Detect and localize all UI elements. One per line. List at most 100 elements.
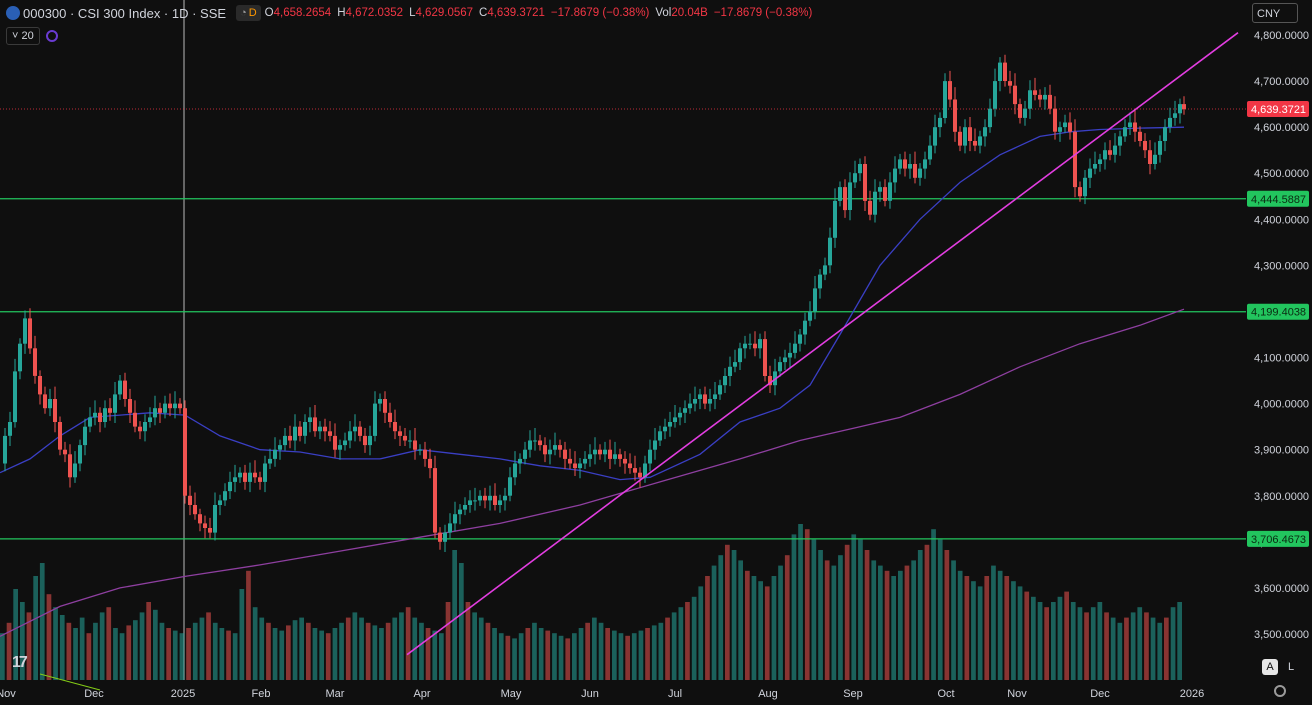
candle-body bbox=[733, 362, 737, 367]
volume-bar bbox=[445, 602, 451, 680]
candle-body bbox=[448, 523, 452, 533]
volume-bar bbox=[957, 570, 963, 680]
volume-bar bbox=[113, 628, 118, 680]
level-price-label: 3,706.4673 bbox=[1251, 534, 1306, 546]
candle-body bbox=[408, 440, 412, 442]
close-value: 4,639.3721 bbox=[487, 7, 545, 19]
candle-body bbox=[23, 318, 27, 344]
volume-bar bbox=[525, 628, 531, 680]
candle-body bbox=[913, 164, 917, 178]
volume-bar bbox=[306, 622, 311, 680]
indicator-row: ˅ 20 bbox=[6, 27, 58, 45]
tradingview-logo-icon[interactable]: 17 bbox=[12, 654, 28, 671]
ma-collapse-toggle[interactable]: ˅ 20 bbox=[6, 27, 40, 45]
candle-body bbox=[268, 458, 272, 464]
candle-body bbox=[723, 376, 727, 386]
candle-body bbox=[263, 463, 267, 482]
volume-bar bbox=[618, 633, 624, 680]
candle-body bbox=[778, 362, 782, 372]
y-tick-label: 4,400.0000 bbox=[1254, 214, 1309, 226]
candle-body bbox=[533, 440, 537, 442]
candle-body bbox=[818, 274, 822, 289]
candle-body bbox=[58, 422, 62, 450]
candle-body bbox=[793, 343, 797, 353]
candle-body bbox=[178, 403, 182, 409]
candle-body bbox=[868, 200, 872, 215]
candle-body bbox=[453, 514, 457, 524]
symbol-title[interactable]: 000300 · CSI 300 Index · 1D · SSE bbox=[23, 5, 227, 21]
candle-body bbox=[198, 514, 202, 524]
candle-body bbox=[673, 417, 677, 422]
volume-bar bbox=[199, 617, 205, 680]
candle-body bbox=[73, 463, 77, 478]
volume-bar bbox=[425, 628, 431, 680]
candle-body bbox=[183, 408, 187, 496]
volume-bar bbox=[971, 581, 976, 680]
open-label: O bbox=[264, 7, 274, 19]
candle-body bbox=[1133, 122, 1137, 132]
auto-scale-button[interactable]: A bbox=[1262, 659, 1278, 675]
candle-body bbox=[633, 468, 637, 473]
volume-bar bbox=[784, 555, 790, 680]
volume-bar bbox=[246, 570, 251, 680]
candle-body bbox=[1118, 136, 1122, 146]
volume-bar bbox=[1084, 612, 1089, 680]
legend-controls[interactable]: ◔ D bbox=[236, 5, 261, 21]
candle-body bbox=[668, 422, 672, 427]
currency-selector[interactable]: CNY bbox=[1252, 3, 1298, 23]
candle-body bbox=[298, 426, 302, 436]
volume-bar bbox=[272, 628, 278, 680]
candle-body bbox=[603, 449, 607, 455]
log-scale-button[interactable]: L bbox=[1287, 661, 1295, 673]
settings-gear-icon[interactable] bbox=[1274, 685, 1286, 697]
candle-body bbox=[173, 403, 177, 409]
candle-body bbox=[708, 399, 712, 404]
candle-body bbox=[218, 500, 222, 505]
candle-body bbox=[1103, 150, 1107, 160]
candle-body bbox=[133, 412, 137, 427]
candle-body bbox=[703, 394, 707, 404]
candle-body bbox=[418, 449, 422, 451]
candle-body bbox=[443, 532, 447, 542]
volume-bar bbox=[804, 529, 810, 680]
volume-bar bbox=[1157, 622, 1163, 680]
volume-bar bbox=[319, 630, 324, 680]
candle-body bbox=[663, 426, 667, 432]
high-label: H bbox=[337, 7, 346, 19]
y-tick-label: 4,000.0000 bbox=[1254, 399, 1309, 411]
candle-body bbox=[958, 131, 962, 146]
candle-body bbox=[1053, 108, 1057, 132]
candle-body bbox=[613, 454, 617, 459]
candle-body bbox=[573, 463, 577, 469]
volume-bar bbox=[631, 633, 637, 680]
eye-icon[interactable]: ◔ bbox=[240, 7, 247, 19]
candle-body bbox=[528, 440, 532, 450]
candle-body bbox=[1178, 104, 1182, 114]
volume-bar bbox=[192, 622, 198, 680]
volume-bar bbox=[671, 612, 677, 680]
volume-bar bbox=[1117, 622, 1123, 680]
candle-body bbox=[98, 412, 102, 422]
candle-body bbox=[1083, 177, 1087, 197]
candle-body bbox=[1078, 187, 1082, 197]
candle-body bbox=[878, 187, 882, 192]
level-price-tag bbox=[1247, 190, 1309, 207]
x-tick-label: Dec bbox=[84, 688, 104, 700]
candle-body bbox=[313, 417, 317, 432]
candle-body bbox=[128, 399, 132, 413]
volume-bar bbox=[592, 617, 597, 680]
candle-body bbox=[1063, 122, 1067, 128]
candle-body bbox=[783, 357, 787, 363]
candle-body bbox=[303, 422, 307, 436]
candle-body bbox=[593, 449, 597, 455]
candle-body bbox=[1153, 154, 1157, 164]
volume-bar bbox=[172, 630, 178, 680]
volume-bar bbox=[1130, 612, 1136, 680]
candle-body bbox=[28, 318, 32, 349]
volume-bar bbox=[1064, 591, 1069, 680]
candle-body bbox=[163, 403, 167, 413]
volume-bar bbox=[811, 539, 817, 680]
candle-body bbox=[1058, 127, 1062, 132]
indicator-circle-icon[interactable] bbox=[45, 30, 58, 42]
